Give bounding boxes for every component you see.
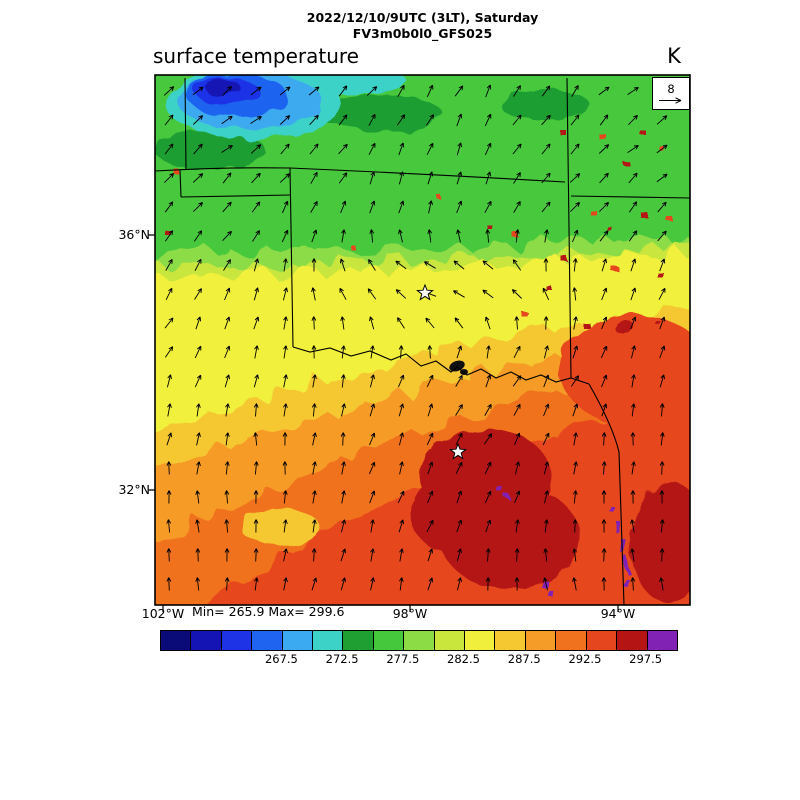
colorbar-segment [191,631,222,650]
colorbar-tick-label: 272.5 [325,652,359,666]
colorbar-segment [373,631,405,650]
colorbar-tick-label: 282.5 [447,652,480,666]
colorbar-segment [495,631,526,650]
colorbar-segment [465,631,496,650]
plot-title: surface temperature [153,44,359,68]
colorbar-segment [343,631,374,650]
lat-tick-label: 36°N [118,227,150,242]
state-border [566,77,572,379]
colorbar-segment [525,631,557,650]
colorbar-tick-label: 297.5 [629,652,663,666]
wind-reference-value: 8 [667,81,675,96]
colorbar-segment [647,631,677,650]
temperature-field [155,75,690,605]
axis-ticks [148,234,619,612]
lon-tick-label: 94°W [600,606,636,621]
colorbar-segment [617,631,648,650]
lake [449,360,465,372]
lon-tick-label: 102°W [141,606,185,621]
minmax-stats: Min= 265.9 Max= 299.6 [192,604,345,619]
state-border [292,346,590,385]
colorbar-segment [434,631,466,650]
city-star-marker [416,283,434,301]
wind-reference-box: 8 [652,77,690,110]
wind-reference-arrow [659,96,682,104]
state-border [155,167,291,172]
city-star-marker [449,442,467,460]
units-label: K [667,44,681,68]
colorbar [160,630,678,651]
temperature-map [148,74,691,612]
state-border [570,195,690,199]
lon-tick-label: 98°W [392,606,428,621]
datetime-title: 2022/12/10/9UTC (3LT), Saturday [306,10,539,25]
lat-tick-label: 32°N [118,482,150,497]
state-border [179,169,291,198]
colorbar-tick-label: 292.5 [568,652,602,666]
model-title: FV3m0b0l0_GFS025 [352,26,493,41]
colorbar-segment [221,631,253,650]
state-border [184,77,187,170]
colorbar-segment [404,631,435,650]
colorbar-tick-label: 267.5 [264,652,298,666]
colorbar-segment [556,631,587,650]
colorbar-segment [161,631,192,650]
colorbar-tick-label: 277.5 [386,652,420,666]
wind-arrows [163,84,668,591]
colorbar-tick-labels: 267.5 272.5 277.5 282.5 287.5 292.5 297.5 [160,652,676,667]
colorbar-segment [252,631,283,650]
colorbar-segment [313,631,344,650]
map-frame [154,74,691,606]
state-border [588,383,625,605]
state-border [289,167,566,183]
colorbar-segment [586,631,618,650]
map-area: 8 [148,74,691,612]
colorbar-tick-label: 287.5 [507,652,541,666]
state-border [289,167,294,348]
colorbar-segment [282,631,314,650]
